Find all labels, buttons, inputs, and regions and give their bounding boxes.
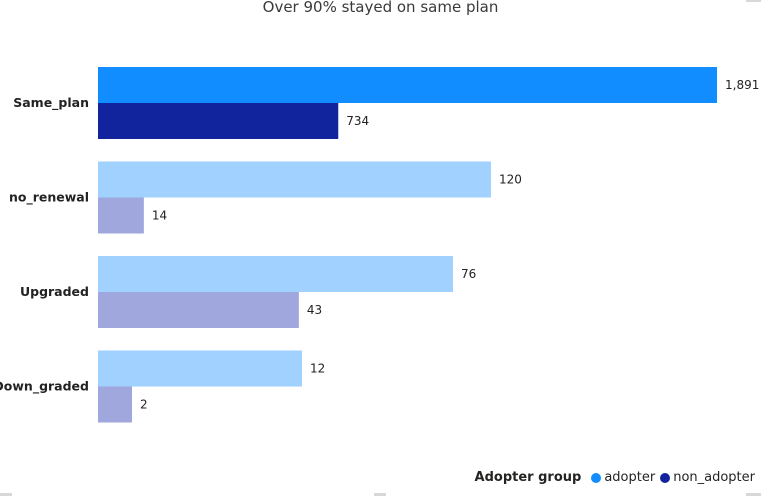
- bar-non-adopter[interactable]: [98, 197, 144, 234]
- data-label: 43: [307, 303, 322, 317]
- data-label: 2: [140, 398, 148, 412]
- resize-handle-top-right[interactable]: [746, 0, 761, 2]
- chart-title: Over 90% stayed on same plan: [262, 0, 499, 16]
- bar-non-adopter[interactable]: [98, 103, 339, 139]
- legend-item-adopter[interactable]: adopter: [591, 470, 655, 485]
- category-label: Upgraded: [20, 284, 89, 299]
- data-label: 14: [152, 209, 167, 223]
- data-label: 120: [499, 173, 522, 187]
- resize-handle-bottom-center[interactable]: [374, 493, 386, 496]
- resize-handle-bottom-left[interactable]: [0, 493, 12, 496]
- data-label: 76: [461, 267, 476, 281]
- bar-adopter[interactable]: [98, 67, 717, 103]
- bar-non-adopter[interactable]: [98, 292, 299, 328]
- legend-label-adopter: adopter: [604, 470, 656, 485]
- category-label: Same_plan: [13, 95, 89, 111]
- legend-item-non-adopter[interactable]: non_adopter: [660, 470, 755, 485]
- legend-dot-icon: [591, 472, 602, 483]
- resize-handle-bottom-right[interactable]: [746, 493, 761, 496]
- category-label: no_renewal: [9, 190, 89, 206]
- legend-title: Adopter group: [474, 470, 582, 485]
- legend-label-non-adopter: non_adopter: [673, 470, 755, 485]
- category-label: Down_graded: [0, 379, 89, 395]
- data-label: 1,891: [725, 78, 759, 92]
- data-label: 734: [346, 114, 369, 128]
- legend: Adopter group adopter non_adopter: [475, 470, 755, 485]
- bar-adopter[interactable]: [98, 256, 453, 292]
- bar-non-adopter[interactable]: [98, 386, 132, 423]
- legend-dot-icon: [660, 472, 671, 483]
- bar-adopter[interactable]: [98, 161, 491, 198]
- data-label: 12: [310, 362, 325, 376]
- bar-adopter[interactable]: [98, 350, 302, 387]
